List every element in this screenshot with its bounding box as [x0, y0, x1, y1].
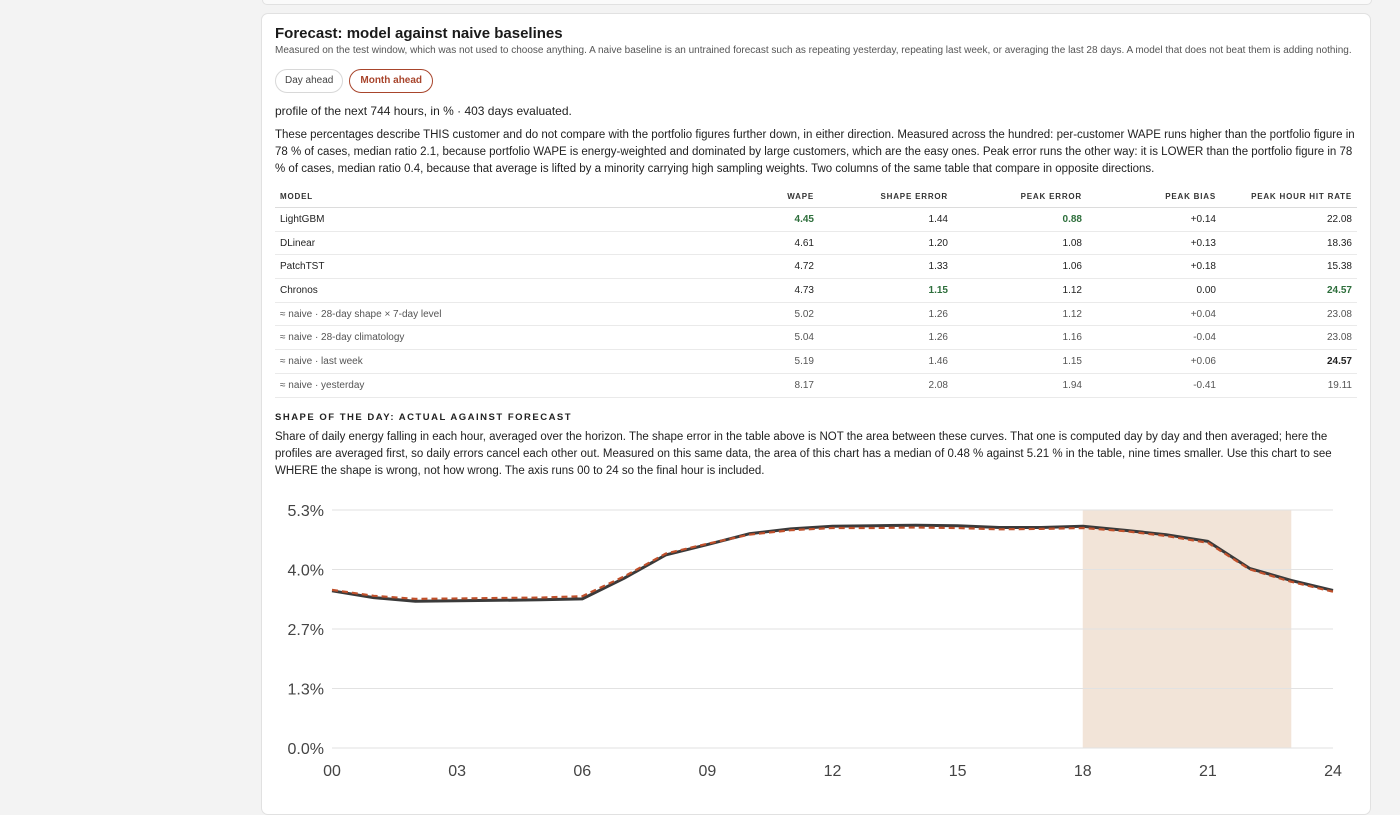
y-tick-label: 0.0% — [288, 741, 324, 758]
panel-subtitle: Measured on the test window, which was n… — [275, 45, 1352, 56]
model-name-cell: Chronos — [275, 278, 705, 303]
model-comparison-table: Model WAPE Shape error Peak error Peak b… — [275, 186, 1357, 398]
peak-error-cell: 1.08 — [953, 231, 1087, 256]
x-tick-label: 15 — [949, 763, 967, 780]
table-row: ≈ naive · yesterday 8.17 2.08 1.94 -0.41 19.1… — [275, 373, 1357, 398]
table-row: LightGBM 4.45 1.44 0.88 +0.14 22.08 — [275, 207, 1357, 232]
wape-cell: 4.45 — [705, 207, 819, 232]
series-line-forecast — [331, 526, 1334, 601]
hit-rate-cell: 19.11 — [1221, 373, 1357, 398]
shape-of-day-chart: 0.0% 1.3% 2.7% 4.0% 5.3% 00 03 06 09 12 15 18 21 24 — [288, 503, 1342, 780]
model-name-cell: ≈ naive · yesterday — [275, 373, 705, 398]
x-tick-label: 09 — [698, 763, 716, 780]
peak-error-cell: 1.12 — [953, 278, 1087, 303]
peak-bias-cell: +0.14 — [1087, 207, 1221, 232]
x-tick-label: 18 — [1074, 763, 1092, 780]
series-line-actual — [331, 523, 1334, 603]
y-tick-label: 4.0% — [288, 563, 324, 580]
peak-bias-cell: +0.18 — [1087, 254, 1221, 280]
peak-bias-cell: +0.06 — [1087, 349, 1221, 374]
peak-bias-cell: +0.13 — [1087, 231, 1221, 256]
horizon-tabs: Day ahead Month ahead — [275, 69, 434, 93]
model-name-cell: DLinear — [275, 231, 705, 256]
tab-month-ahead[interactable]: Month ahead — [349, 69, 434, 93]
column-header: Peak error — [953, 186, 1087, 208]
y-tick-label: 5.3% — [288, 503, 324, 520]
previous-card-edge — [262, 0, 1372, 5]
model-name-cell: LightGBM — [275, 207, 705, 232]
profile-summary: profile of the next 744 hours, in % · 40… — [275, 104, 572, 118]
hit-rate-cell: 22.08 — [1221, 207, 1357, 232]
column-header: Shape error — [819, 186, 953, 208]
wape-cell: 5.04 — [705, 325, 819, 351]
hit-rate-cell: 24.57 — [1221, 349, 1357, 374]
wape-cell: 4.61 — [705, 231, 819, 256]
table-row: ≈ naive · 28-day climatology 5.04 1.26 1.16… — [275, 325, 1357, 351]
wape-cell: 4.72 — [705, 254, 819, 280]
hit-rate-cell: 24.57 — [1221, 278, 1357, 303]
shape-section-heading: SHAPE OF THE DAY: ACTUAL AGAINST FORECAS… — [275, 412, 573, 423]
panel-title: Forecast: model against naive baselines — [275, 25, 563, 42]
peak-error-cell: 1.16 — [953, 325, 1087, 351]
model-name-cell: ≈ naive · 28-day climatology — [275, 325, 705, 351]
y-tick-label: 1.3% — [288, 682, 324, 699]
table-header-row: Model WAPE Shape error Peak error Peak b… — [275, 186, 1357, 208]
wape-cell: 4.73 — [705, 278, 819, 303]
peak-error-cell: 1.12 — [953, 302, 1087, 327]
shape-cell: 1.46 — [819, 349, 953, 374]
peak-bias-cell: -0.41 — [1087, 373, 1221, 398]
peak-bias-cell: 0.00 — [1087, 278, 1221, 303]
peak-error-cell: 0.88 — [953, 207, 1087, 232]
table-row: ≈ naive · 28-day shape × 7-day level 5.02… — [275, 302, 1357, 327]
metrics-description: These percentages describe THIS customer… — [275, 129, 1355, 175]
model-name-cell: PatchTST — [275, 254, 705, 280]
peak-error-cell: 1.94 — [953, 373, 1087, 398]
shape-cell: 1.15 — [819, 278, 953, 303]
table-row: Chronos 4.73 1.15 1.12 0.00 24.57 — [275, 278, 1357, 303]
shape-cell: 1.26 — [819, 302, 953, 327]
shape-cell: 1.26 — [819, 325, 953, 351]
model-name-cell: ≈ naive · last week — [275, 349, 705, 374]
shape-section-description: Share of daily energy falling in each ho… — [275, 431, 1332, 477]
x-tick-label: 21 — [1199, 763, 1217, 780]
wape-cell: 5.02 — [705, 302, 819, 327]
hit-rate-cell: 23.08 — [1221, 302, 1357, 327]
x-tick-label: 03 — [448, 763, 466, 780]
wape-cell: 8.17 — [705, 373, 819, 398]
wape-cell: 5.19 — [705, 349, 819, 374]
shape-cell: 1.33 — [819, 254, 953, 280]
table-row: ≈ naive · last week 5.19 1.46 1.15 +0.06 24.5… — [275, 349, 1357, 374]
hit-rate-cell: 15.38 — [1221, 254, 1357, 280]
hit-rate-cell: 23.08 — [1221, 325, 1357, 351]
x-tick-label: 06 — [573, 763, 591, 780]
forecast-panel: Forecast: model against naive baselines … — [261, 13, 1371, 815]
table-row: PatchTST 4.72 1.33 1.06 +0.18 15.38 — [275, 254, 1357, 280]
tab-day-ahead[interactable]: Day ahead — [275, 69, 344, 93]
x-tick-label: 24 — [1324, 763, 1342, 780]
column-header: Peak bias — [1087, 186, 1221, 208]
model-name-cell: ≈ naive · 28-day shape × 7-day level — [275, 302, 705, 327]
x-tick-label: 00 — [323, 763, 341, 780]
table-row: DLinear 4.61 1.20 1.08 +0.13 18.36 — [275, 231, 1357, 256]
x-tick-label: 12 — [824, 763, 842, 780]
shape-cell: 1.20 — [819, 231, 953, 256]
hit-rate-cell: 18.36 — [1221, 231, 1357, 256]
peak-error-cell: 1.15 — [953, 349, 1087, 374]
peak-error-cell: 1.06 — [953, 254, 1087, 280]
y-tick-label: 2.7% — [288, 622, 324, 639]
column-header: WAPE — [705, 186, 819, 208]
shape-cell: 1.44 — [819, 207, 953, 232]
column-header: Model — [275, 186, 705, 208]
peak-bias-cell: -0.04 — [1087, 325, 1221, 351]
column-header: Peak hour hit rate — [1221, 186, 1357, 208]
peak-bias-cell: +0.04 — [1087, 302, 1221, 327]
shape-cell: 2.08 — [819, 373, 953, 398]
